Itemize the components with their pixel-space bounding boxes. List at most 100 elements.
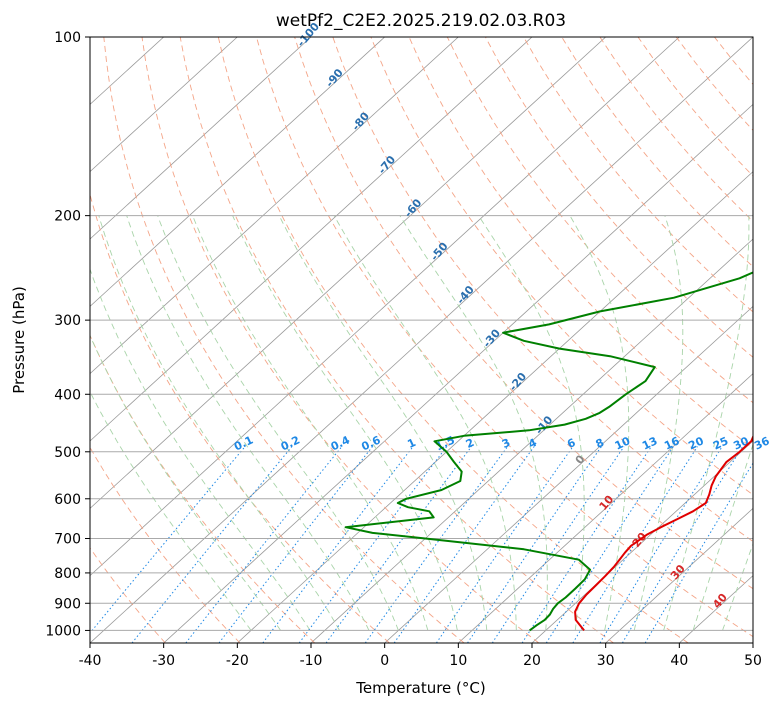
y-tick-label: 700	[54, 532, 81, 548]
dry-adiabat-label: -70	[376, 153, 399, 177]
y-axis-ticks: 100 200 300 400 500 600 700 800 900 1000	[45, 30, 90, 639]
dry-adiabat-line	[675, 37, 753, 131]
isotherm-line	[90, 37, 312, 240]
dry-adiabat-label: 0	[573, 452, 588, 466]
y-tick-label: 600	[54, 492, 81, 508]
mixing-ratio-line	[572, 446, 699, 643]
chart-title: wetPf2_C2E2.2025.219.02.03.R03	[276, 11, 566, 31]
dewpoint-line	[344, 271, 753, 632]
mixing-ratio-label: 1	[405, 436, 417, 451]
mixing-ratio-label: 30	[731, 434, 751, 452]
y-tick-label: 900	[54, 596, 81, 612]
mixing-ratio-label: 8	[594, 436, 606, 451]
dry-adiabat-label: -30	[480, 326, 503, 350]
dry-adiabat-line	[256, 37, 753, 638]
isotherm-line	[90, 37, 753, 643]
x-tick-label: 40	[670, 653, 688, 669]
mixing-ratio-line	[325, 446, 472, 643]
isotherm-line	[90, 37, 385, 307]
dry-adiabat-line	[90, 446, 241, 643]
y-tick-label: 100	[54, 30, 81, 46]
moist-adiabat-line	[90, 267, 311, 631]
y-axis-label: Pressure (hPa)	[10, 286, 28, 394]
mixing-ratio-label: 3	[500, 436, 512, 451]
isotherm-line	[458, 373, 753, 643]
isotherm-line	[384, 305, 753, 643]
dry-adiabat-label: -40	[454, 283, 477, 307]
dry-adiabat-line	[484, 37, 753, 358]
mixing-ratio-line	[599, 446, 723, 643]
dry-adiabat-line	[90, 334, 316, 643]
plot-frame	[89, 36, 754, 644]
x-tick-label: 10	[449, 653, 467, 669]
x-tick-label: 50	[744, 653, 762, 669]
isotherm-line	[90, 37, 606, 509]
dry-adiabat-line	[332, 37, 753, 543]
dry-adiabat-line	[141, 37, 540, 643]
background-lines	[90, 10, 775, 643]
mixing-ratio-label: 20	[686, 434, 706, 452]
mixing-ratio-label: 13	[640, 434, 659, 452]
x-tick-label: 0	[380, 653, 389, 669]
x-tick-label: -20	[226, 653, 249, 669]
moist-adiabat-line	[399, 215, 548, 631]
isotherm-line	[237, 171, 753, 643]
mixing-ratio-line	[90, 446, 246, 634]
x-tick-label: -40	[79, 653, 102, 669]
mixing-ratio-line	[621, 446, 744, 643]
dry-adiabat-line	[217, 37, 689, 643]
mixing-ratio-line	[262, 446, 414, 643]
isotherm-line	[310, 238, 753, 643]
dry-adiabat-line	[713, 37, 753, 86]
pressure-gridlines	[90, 37, 753, 631]
mixing-ratio-line	[218, 446, 373, 643]
dry-adiabat-label: -50	[428, 240, 451, 264]
y-tick-label: 1000	[45, 623, 81, 639]
dry-adiabat-label: -90	[323, 66, 346, 90]
moist-adiabat-line	[232, 215, 458, 631]
mixing-ratio-label: 0.2	[279, 433, 302, 453]
mixing-ratio-label: 0.1	[232, 433, 255, 453]
y-tick-label: 300	[54, 313, 81, 329]
moist-adiabat-line	[722, 542, 753, 631]
dry-adiabat-label: -60	[402, 196, 425, 220]
dry-adiabat-line	[523, 37, 753, 313]
mixing-ratio-line	[185, 446, 343, 643]
mixing-ratio-label: 2	[464, 436, 476, 451]
dry-adiabat-line	[90, 193, 390, 643]
mixing-ratio-label: 6	[565, 436, 578, 451]
mixing-ratio-line	[393, 446, 535, 643]
moist-adiabat-line	[98, 215, 340, 631]
dry-adiabat-line	[561, 37, 753, 268]
mixing-ratio-label: 36	[752, 434, 772, 452]
moist-adiabat-line	[192, 215, 429, 631]
dry-adiabat-line	[179, 37, 614, 643]
y-tick-label: 400	[54, 387, 81, 403]
mixing-ratio-line	[644, 462, 753, 643]
mixing-ratio-label: 4	[526, 436, 539, 451]
isotherm-line	[605, 507, 753, 643]
mixing-ratio-line	[298, 446, 448, 643]
mixing-ratio-label: 0.4	[329, 433, 352, 453]
mixing-ratio-line	[435, 446, 574, 643]
y-tick-label: 200	[54, 209, 81, 225]
isotherm-line	[90, 37, 238, 173]
dry-adiabat-label: -20	[507, 370, 530, 394]
dry-adiabat-label: 40	[710, 591, 730, 611]
profile-series	[344, 271, 753, 632]
isotherm-line	[531, 440, 753, 643]
mixing-ratio-label: 25	[711, 434, 730, 452]
dry-adiabat-line	[768, 10, 775, 643]
moist-adiabat-line	[126, 215, 370, 631]
dry-adiabat-line	[637, 37, 753, 177]
moist-adiabat-line	[278, 215, 488, 631]
isotherm-line	[163, 103, 753, 643]
isotherm-line	[90, 37, 459, 375]
isotherm-line	[752, 642, 753, 643]
dry-adiabat-label: 10	[597, 493, 617, 513]
temperature-line	[574, 434, 753, 632]
mixing-ratio-line	[545, 446, 674, 643]
x-tick-label: -30	[152, 653, 175, 669]
